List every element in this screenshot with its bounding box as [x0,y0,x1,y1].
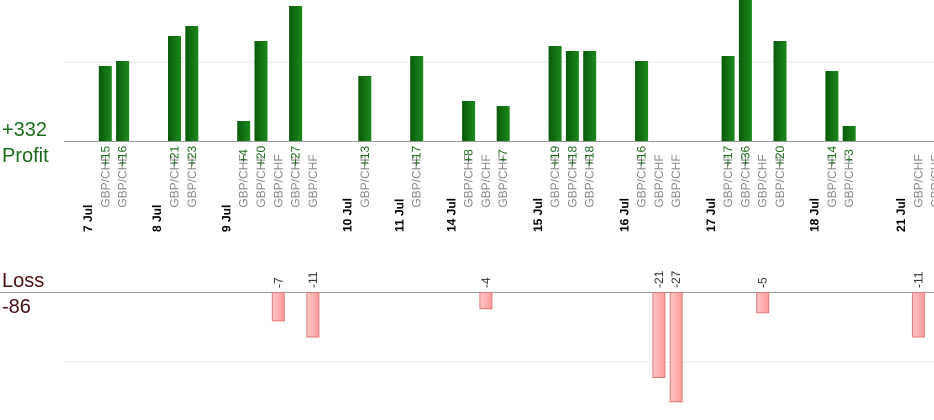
pair-label: GBP/CHF [254,154,268,207]
profit-bar [462,101,476,141]
profit-bar [237,121,251,141]
profit-value-label: +16 [635,145,649,166]
pair-label: GBP/CHF [583,154,597,207]
profit-value-label: +19 [548,145,562,166]
loss-value-label: -21 [652,270,666,288]
profit-value-label: +36 [738,145,752,166]
profit-bar [289,6,303,141]
date-label: 14 Jul [444,198,458,232]
profit-bar [496,106,510,141]
profit-bar [168,36,181,141]
profit-value-label: +4 [237,149,251,163]
loss-bar [652,292,666,379]
profit-bar [721,56,735,141]
pair-label: GBP/CHF [462,154,476,207]
profit-bar [116,61,130,141]
pair-label: GBP/CHF [358,154,372,207]
date-label: 11 Jul [392,199,406,232]
profit-total: +332 [2,119,48,141]
profit-value-label: +27 [289,145,303,166]
loss-value-label: -11 [911,271,925,288]
date-label: 8 Jul [150,205,164,232]
pair-label: GBP/CHF [635,154,649,207]
loss-value-label: -7 [271,277,285,288]
loss-bar [271,292,285,322]
date-label: 10 Jul [341,198,355,232]
pair-label: GBP/CHF [116,154,130,207]
profit-value-label: +20 [773,145,787,166]
pair-label: GBP/CHF [306,154,320,207]
profit-bar [842,126,856,141]
pair-label: GBP/CHF [652,154,666,207]
pair-label: GBP/CHF [756,154,770,207]
loss-value-label: -4 [479,277,493,288]
profit-value-label: +23 [185,145,199,166]
pair-label: GBP/CHF [479,154,493,207]
profit-bar [583,51,597,141]
pair-label: GBP/CHF [271,154,285,207]
loss-value-label: -27 [669,270,683,288]
loss-bar [911,292,925,338]
pair-label: GBP/CHF [496,154,510,207]
profit-value-label: +17 [410,145,424,166]
pair-label: GBP/CHF [237,154,251,207]
profit-value-label: +17 [721,145,735,166]
pair-label: GBP/CHF [289,154,303,207]
loss-value-label: -11 [306,271,320,288]
date-label: 16 Jul [617,198,631,232]
loss-bar [306,292,320,338]
profit-bar [410,56,424,141]
profit-bar [358,76,372,141]
pair-label: GBP/CHF [721,154,735,207]
loss-label: Loss [2,270,45,292]
loss-total: -86 [2,296,31,318]
profit-bar [773,41,787,141]
pair-label: GBP/CHF [738,154,752,207]
pair-label: GBP/CHF [911,154,925,207]
profit-value-label: +7 [496,149,510,163]
profit-value-label: +3 [842,149,856,163]
profit-value-label: +14 [825,145,839,166]
pair-label: GBP/CHF [929,154,934,207]
profit-bar [635,61,649,141]
profit-value-label: +8 [462,149,476,163]
profit-bar [548,46,562,141]
profit-bar [254,41,268,141]
profit-value-label: +15 [98,145,112,166]
date-label: 17 Jul [704,198,718,232]
profit-bar [185,26,199,141]
date-label: 15 Jul [531,198,545,232]
pair-label: GBP/CHF [548,154,562,207]
profit-bar [825,71,839,141]
pair-label: GBP/CHF [842,154,856,207]
pair-label: GBP/CHF [185,154,199,207]
profit-bar [98,66,112,141]
date-label: 21 Jul [894,198,908,232]
profit-value-label: +13 [358,145,372,166]
loss-bar [756,292,770,314]
pair-label: GBP/CHF [669,154,683,207]
pair-label: GBP/CHF [98,154,112,207]
profit-bar [565,51,579,141]
pair-label: GBP/CHF [168,154,182,207]
profit-value-label: +16 [116,145,130,166]
pair-label: GBP/CHF [825,154,839,207]
date-label: 9 Jul [219,205,233,232]
loss-value-label: -5 [756,277,770,288]
pair-label: GBP/CHF [410,154,424,207]
profit-label: Profit [2,145,49,167]
date-label: 18 Jul [808,198,822,232]
profit-value-label: +21 [168,145,182,166]
pair-label: GBP/CHF [773,154,787,207]
profit-bar [738,0,752,141]
profit-value-label: +18 [583,145,597,166]
loss-bar [479,292,493,310]
loss-bar [669,292,683,403]
pair-label: GBP/CHF [565,154,579,207]
date-label: 7 Jul [81,205,95,232]
profit-value-label: +20 [254,145,268,166]
profit-value-label: +18 [565,145,579,166]
